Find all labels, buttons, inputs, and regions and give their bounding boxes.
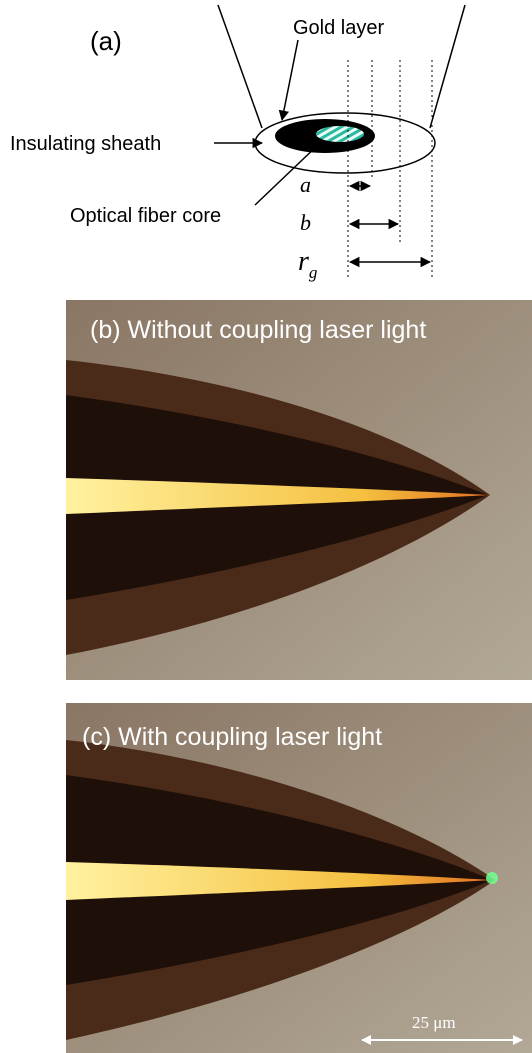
panel-a: (a) Gold layer Insulating sheath Optical… xyxy=(10,5,465,282)
panel-b: (b) Without coupling laser light xyxy=(66,300,532,680)
dim-rg-symbol: r xyxy=(298,246,309,277)
laser-spot xyxy=(486,872,498,884)
panel-label: (a) xyxy=(90,26,122,56)
figure: (a) Gold layer Insulating sheath Optical… xyxy=(0,0,532,1053)
dim-rg-label: rg xyxy=(298,246,317,282)
panel-label: (c) With coupling laser light xyxy=(82,723,382,751)
core-label: Optical fiber core xyxy=(70,205,221,227)
dim-rg-subscript: g xyxy=(309,263,318,282)
dim-b-label: b xyxy=(300,210,311,235)
panel-label: (b) Without coupling laser light xyxy=(90,316,426,344)
gold-layer-label: Gold layer xyxy=(293,17,384,39)
scale-bar-label: 25 μm xyxy=(412,1013,456,1032)
page: {"panel_a": {"label": "(a)", "gold_layer… xyxy=(0,0,532,1053)
fiber-core xyxy=(316,126,364,142)
probe-outline xyxy=(430,5,465,128)
probe-outline xyxy=(218,5,262,128)
panel-c: (c) With coupling laser light 25 μm xyxy=(66,703,532,1053)
dim-a-label: a xyxy=(300,172,311,197)
sheath-label: Insulating sheath xyxy=(10,133,161,155)
pointer xyxy=(282,40,298,120)
